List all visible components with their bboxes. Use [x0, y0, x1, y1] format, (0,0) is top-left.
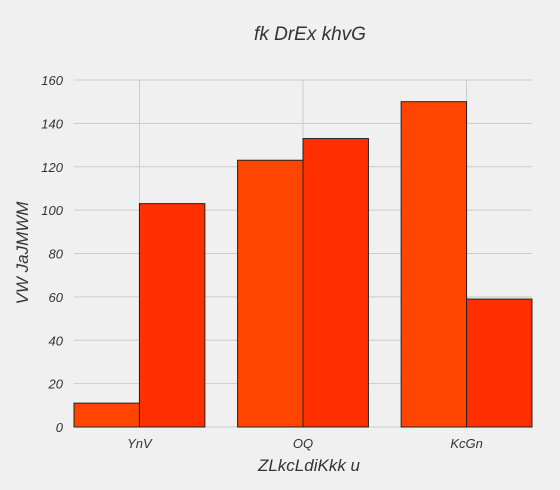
bar-KcGn-series-2 — [466, 298, 533, 428]
y-tick-label: 80 — [49, 247, 64, 262]
y-tick-label: 100 — [41, 203, 63, 218]
y-tick-label: 20 — [48, 377, 64, 392]
x-tick-labels: YnV OQ KcGn — [127, 436, 483, 451]
chart-title: fk DrEx khvG — [254, 24, 366, 45]
bar-OQ-series-1 — [237, 159, 304, 428]
bar-KcGn-series-1 — [400, 101, 468, 428]
x-tick-label: OQ — [293, 436, 313, 451]
x-axis-label: ZLkcLdiKkk u — [257, 456, 361, 475]
y-axis-label: VW JaJMWM — [13, 201, 32, 305]
y-tick-label: 60 — [49, 290, 64, 305]
y-tick-label: 140 — [41, 116, 63, 131]
y-tick-label: 40 — [49, 333, 64, 348]
bars — [73, 101, 533, 428]
y-tick-label: 0 — [56, 420, 64, 435]
y-tick-label: 160 — [41, 73, 63, 88]
y-tick-labels: 0 20 40 60 80 100 120 140 160 — [41, 73, 63, 435]
x-tick-label: YnV — [127, 436, 153, 451]
x-tick-label: KcGn — [450, 436, 483, 451]
y-tick-label: 120 — [41, 160, 63, 175]
bar-YnV-series-1 — [73, 402, 140, 428]
bar-YnV-series-2 — [138, 203, 206, 428]
bar-OQ-series-2 — [302, 138, 369, 428]
